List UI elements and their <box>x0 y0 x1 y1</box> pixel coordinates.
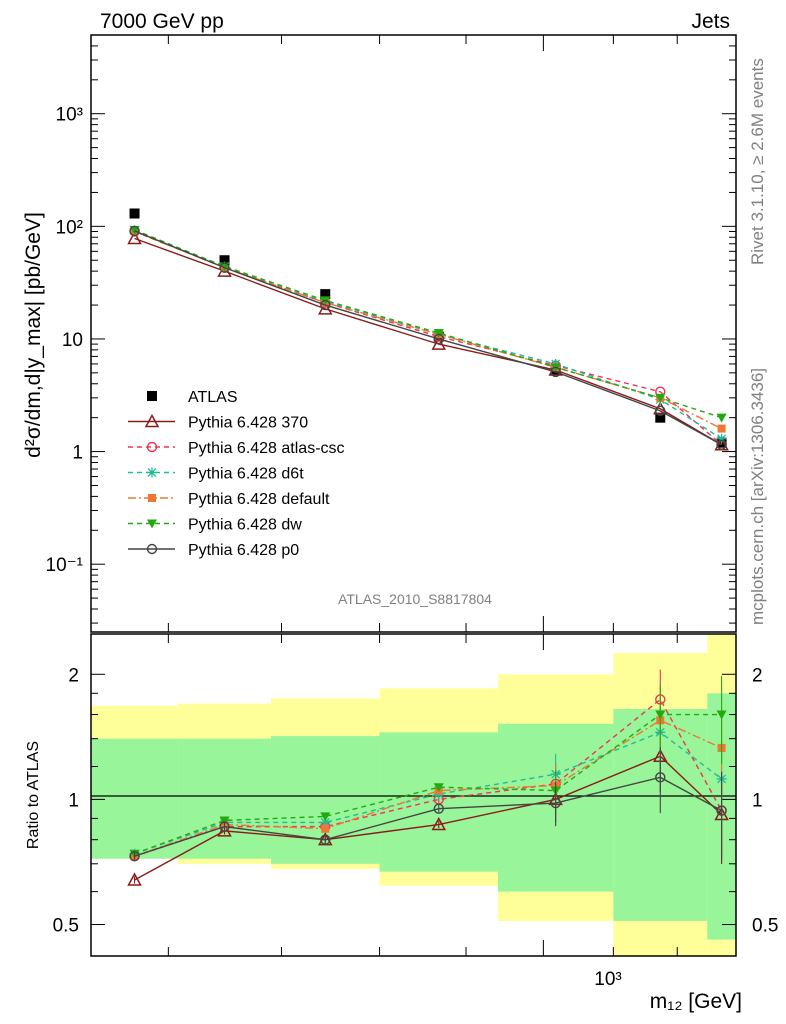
legend-label: Pythia 6.428 dw <box>188 517 302 534</box>
ratio-y-tick-label-right: 2 <box>752 665 763 686</box>
ratio-point <box>655 772 666 783</box>
y-tick-label: 10 <box>62 330 83 351</box>
ratio-point <box>716 805 727 816</box>
legend-marker <box>146 543 158 555</box>
data-point <box>550 366 561 378</box>
legend-label: Pythia 6.428 p0 <box>188 542 299 559</box>
rivet-label: Rivet 3.1.10, ≥ 2.6M events <box>748 58 767 265</box>
data-point <box>716 413 727 423</box>
ratio-point <box>129 851 140 862</box>
ratio-point <box>320 817 331 828</box>
legend-label: Pythia 6.428 default <box>188 491 330 508</box>
main-series <box>127 208 729 451</box>
legend-entry-ATLAS: ATLAS <box>147 389 238 406</box>
ratio-point <box>219 821 230 832</box>
ratio-point <box>431 816 447 831</box>
data-point <box>129 225 140 235</box>
ratio-y-axis-label: Ratio to ATLAS <box>25 741 42 849</box>
legend-entry-p0: Pythia 6.428 p0 <box>128 542 299 559</box>
data-point <box>716 439 727 450</box>
data-point <box>655 393 666 403</box>
data-point <box>433 328 444 338</box>
main-series-d6t <box>129 225 727 444</box>
main-plot-frame <box>90 34 737 633</box>
legend: ATLAS Pythia 6.428 370 Pythia 6.428 atlas-… <box>128 389 345 559</box>
data-point <box>320 299 331 311</box>
ratio-point <box>655 710 666 720</box>
legend-entry-dw: Pythia 6.428 dw <box>128 517 302 534</box>
ratio-series-p0 <box>129 747 727 862</box>
main-series-ATLAS <box>129 208 727 448</box>
main-axis-ticks: 10⁻¹ 1 10 10² 10³ <box>46 34 736 624</box>
ratio-y-tick-label-right: 1 <box>752 790 763 811</box>
x-tick-label-1000: 10³ <box>594 969 621 990</box>
data-point <box>129 208 140 219</box>
data-point <box>655 412 666 423</box>
legend-label: ATLAS <box>188 389 238 406</box>
data-point <box>219 255 230 266</box>
ratio-series <box>127 669 729 886</box>
main-series-p0 <box>129 225 727 450</box>
main-y-axis-label: d²σ/dm,d|y_max| [pb/GeV] <box>22 212 45 458</box>
legend-marker <box>147 467 157 478</box>
series-line <box>134 230 723 446</box>
analysis-id-label: ATLAS_2010_S8817804 <box>338 591 492 607</box>
legend-label: Pythia 6.428 370 <box>188 415 308 432</box>
data-point <box>219 262 230 273</box>
data-point <box>431 336 447 350</box>
y-tick-label: 10⁻¹ <box>46 555 84 576</box>
y-tick-label: 10³ <box>56 105 83 126</box>
ratio-point <box>433 783 444 793</box>
data-point <box>320 289 331 300</box>
ratio-point <box>320 834 331 845</box>
ratio-y-tick-label: 1 <box>68 790 79 811</box>
legend-label: Pythia 6.428 d6t <box>188 466 304 483</box>
data-point <box>655 405 666 417</box>
x-axis-label: m₁₂ [GeV] <box>650 990 742 1013</box>
ratio-band-inner <box>91 738 179 859</box>
ratio-y-tick-label: 2 <box>68 665 79 686</box>
ratio-point <box>219 816 230 826</box>
ratio-point <box>550 797 561 809</box>
process-label: Jets <box>691 10 730 33</box>
legend-marker <box>148 494 156 502</box>
ratio-point <box>716 710 727 720</box>
mcplots-label: mcplots.cern.ch [arXiv:1306.3436] <box>748 368 767 625</box>
x-axis-ticks <box>167 35 737 956</box>
data-point <box>127 230 142 245</box>
data-point <box>433 333 444 345</box>
ratio-point <box>127 872 142 886</box>
y-tick-label: 10² <box>56 217 83 238</box>
legend-entry-d6t: Pythia 6.428 d6t <box>128 466 304 483</box>
legend-entry-default: Pythia 6.428 default <box>128 491 330 508</box>
legend-entry-atlas-csc: Pythia 6.428 atlas-csc <box>128 440 345 457</box>
ratio-band-inner <box>178 738 271 859</box>
data-point <box>717 424 726 433</box>
y-tick-label: 1 <box>72 443 83 464</box>
legend-marker <box>147 391 157 401</box>
ratio-y-tick-label: 0.5 <box>53 916 79 937</box>
legend-label: Pythia 6.428 atlas-csc <box>188 440 345 457</box>
legend-marker <box>144 413 160 428</box>
ratio-point <box>320 812 331 822</box>
ratio-y-tick-label-right: 0.5 <box>752 916 778 937</box>
data-point <box>716 433 727 444</box>
ratio-bands <box>91 634 736 956</box>
ratio-plot-frame <box>90 633 737 957</box>
legend-marker <box>147 519 157 529</box>
legend-entry-370: Pythia 6.428 370 <box>128 413 308 432</box>
data-point <box>129 225 140 237</box>
ratio-axis-ticks: 0.5 0.5 1 1 2 2 <box>53 665 779 936</box>
energy-label: 7000 GeV pp <box>100 10 224 33</box>
ratio-point <box>321 824 330 833</box>
data-point <box>653 401 668 415</box>
series-line <box>134 230 722 446</box>
legend-marker <box>146 441 158 453</box>
ratio-point <box>433 803 444 814</box>
